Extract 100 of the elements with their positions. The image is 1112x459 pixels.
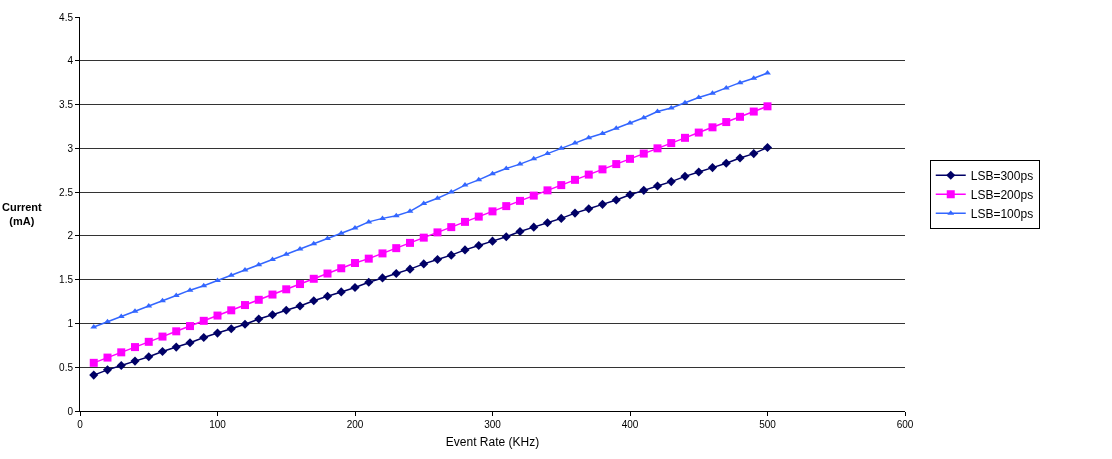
point <box>295 301 305 311</box>
point <box>406 238 414 247</box>
point <box>708 123 717 132</box>
point <box>281 305 291 315</box>
point <box>144 337 153 346</box>
point <box>254 314 264 324</box>
point <box>186 322 194 331</box>
point <box>544 150 551 156</box>
point <box>570 208 580 218</box>
point <box>762 142 773 153</box>
point <box>433 228 442 237</box>
point <box>434 195 441 200</box>
point <box>89 370 99 380</box>
point <box>212 328 223 338</box>
point <box>241 301 249 310</box>
point <box>432 254 443 265</box>
point <box>158 332 167 341</box>
point <box>749 107 758 116</box>
point <box>102 365 113 375</box>
point <box>681 133 689 142</box>
point <box>379 215 386 220</box>
y-tick-label: 1 <box>67 317 74 329</box>
point <box>694 167 704 177</box>
point <box>680 171 690 181</box>
point <box>598 165 607 174</box>
point <box>364 254 373 263</box>
point <box>652 181 663 191</box>
point <box>764 70 771 75</box>
point <box>667 139 676 148</box>
point <box>336 287 346 297</box>
point <box>666 177 676 187</box>
point <box>199 316 208 325</box>
point <box>419 233 428 242</box>
point <box>364 277 374 287</box>
point <box>721 158 731 168</box>
point <box>172 327 181 336</box>
point <box>749 149 759 159</box>
point <box>571 175 579 184</box>
point <box>214 277 221 283</box>
point <box>611 195 621 205</box>
point <box>584 204 594 214</box>
point <box>612 160 621 169</box>
point <box>707 163 718 173</box>
legend-label: LSB=300ps <box>970 168 1034 183</box>
x-tick-label: 100 <box>209 419 227 430</box>
y-tick-label: 1.5 <box>59 274 74 286</box>
x-tick-label: 0 <box>77 419 84 430</box>
point <box>626 154 634 163</box>
y-tick-label: 2.5 <box>59 186 74 198</box>
point <box>695 94 703 100</box>
point <box>447 223 456 232</box>
point <box>267 310 278 320</box>
point <box>89 358 98 367</box>
point <box>309 274 318 283</box>
point <box>337 264 346 273</box>
point <box>654 108 661 114</box>
point <box>103 353 112 362</box>
point <box>268 290 277 299</box>
y-tick-label: 4.5 <box>59 11 74 23</box>
point <box>529 222 539 232</box>
point <box>763 102 772 111</box>
point <box>461 217 469 226</box>
point <box>529 191 538 200</box>
point <box>625 190 635 200</box>
point <box>515 226 525 237</box>
point <box>446 250 456 260</box>
point <box>639 185 649 195</box>
point <box>556 213 566 223</box>
point <box>639 149 648 158</box>
point <box>542 218 553 228</box>
y-tick-label: 0 <box>67 405 74 417</box>
point <box>131 343 139 352</box>
point <box>171 342 181 352</box>
point <box>350 283 360 293</box>
x-tick-label: 300 <box>484 419 502 430</box>
point <box>309 296 319 306</box>
point <box>694 128 703 137</box>
point <box>282 285 291 294</box>
point <box>543 186 552 195</box>
point <box>378 249 387 258</box>
point <box>392 244 401 253</box>
y-tick-label: 0.5 <box>59 361 74 373</box>
point <box>322 291 333 301</box>
point <box>599 130 606 135</box>
point <box>144 352 154 362</box>
x-tick-label: 400 <box>621 419 639 430</box>
y-tick-label: 2 <box>67 230 74 242</box>
point <box>487 236 498 246</box>
y-tick-label: 4 <box>67 55 74 67</box>
x-tick-label: 500 <box>759 419 777 430</box>
point <box>117 348 126 357</box>
point <box>199 332 209 342</box>
point <box>736 112 744 121</box>
point <box>240 319 250 329</box>
point <box>130 356 140 366</box>
point <box>269 256 276 262</box>
point <box>501 232 511 242</box>
point <box>722 118 731 127</box>
legend-label: LSB=200ps <box>970 187 1034 202</box>
legend-label: LSB=100ps <box>970 206 1034 221</box>
